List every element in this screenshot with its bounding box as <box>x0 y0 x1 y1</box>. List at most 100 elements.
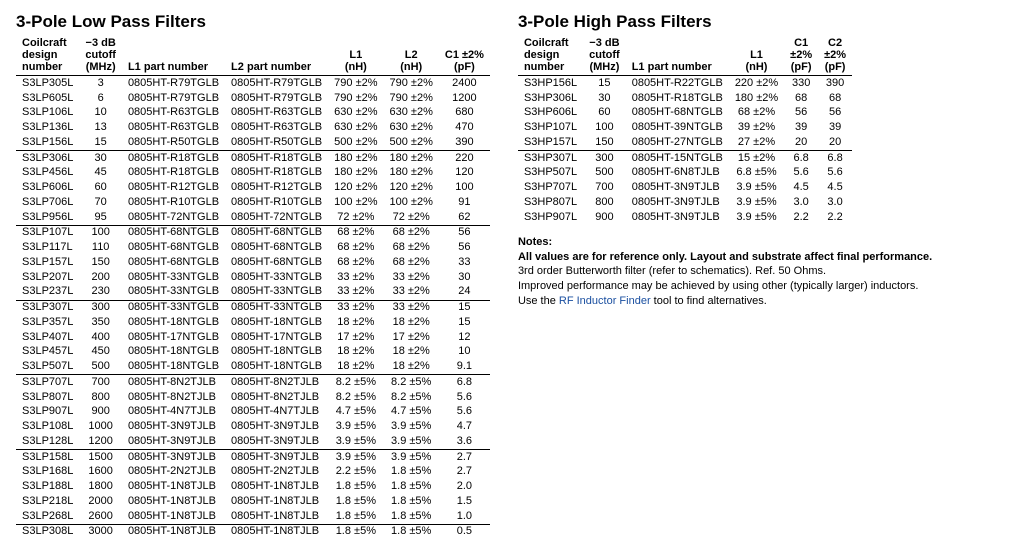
table-row: S3LP407L4000805HT-17NTGLB0805HT-17NTGLB1… <box>16 330 490 345</box>
cell-l1: 72 ±2% <box>328 210 383 225</box>
cell-c1: 9.1 <box>439 360 490 375</box>
cell-c1: 4.5 <box>784 181 818 196</box>
table-row: S3HP157L1500805HT-27NTGLB27 ±2%2020 <box>518 135 852 150</box>
cell-l1p: 0805HT-1N8TJLB <box>122 480 225 495</box>
cell-c1: 33 <box>439 255 490 270</box>
cell-c1: 5.6 <box>439 405 490 420</box>
cell-d: S3LP136L <box>16 121 79 136</box>
cell-d: S3LP956L <box>16 210 79 225</box>
cell-l2: 630 ±2% <box>384 121 439 136</box>
cell-l1: 790 ±2% <box>328 76 383 91</box>
cell-d: S3LP457L <box>16 345 79 360</box>
cell-f: 2000 <box>79 494 122 509</box>
cell-l2: 630 ±2% <box>384 106 439 121</box>
table-row: S3LP108L10000805HT-3N9TJLB0805HT-3N9TJLB… <box>16 420 490 435</box>
table-row: S3LP308L30000805HT-1N8TJLB0805HT-1N8TJLB… <box>16 524 490 539</box>
cell-l2p: 0805HT-33NTGLB <box>225 300 328 315</box>
cell-l1: 33 ±2% <box>328 270 383 285</box>
cell-c1: 30 <box>439 270 490 285</box>
cell-l2p: 0805HT-17NTGLB <box>225 330 328 345</box>
cell-d: S3LP305L <box>16 76 79 91</box>
cell-l2p: 0805HT-R18TGLB <box>225 151 328 166</box>
cell-l1p: 0805HT-68NTGLB <box>122 255 225 270</box>
cell-l1p: 0805HT-3N9TJLB <box>122 434 225 449</box>
cell-l2p: 0805HT-R12TGLB <box>225 181 328 196</box>
cell-f: 60 <box>79 181 122 196</box>
table-row: S3LP456L450805HT-R18TGLB0805HT-R18TGLB18… <box>16 166 490 181</box>
cell-d: S3LP158L <box>16 450 79 465</box>
table-row: S3LP156L150805HT-R50TGLB0805HT-R50TGLB50… <box>16 135 490 150</box>
cell-f: 800 <box>79 390 122 405</box>
cell-l2: 8.2 ±5% <box>384 390 439 405</box>
cell-l1: 68 ±2% <box>328 225 383 240</box>
cell-f: 500 <box>583 166 626 181</box>
cell-l1p: 0805HT-3N9TJLB <box>122 420 225 435</box>
notes-line4b: tool to find alternatives. <box>651 295 767 307</box>
cell-c1: 680 <box>439 106 490 121</box>
cell-l2p: 0805HT-18NTGLB <box>225 345 328 360</box>
cell-f: 300 <box>583 151 626 166</box>
cell-l1: 500 ±2% <box>328 135 383 150</box>
cell-l2p: 0805HT-R79TGLB <box>225 76 328 91</box>
cell-c1: 56 <box>439 225 490 240</box>
cell-f: 700 <box>583 181 626 196</box>
table-row: S3LP218L20000805HT-1N8TJLB0805HT-1N8TJLB… <box>16 494 490 509</box>
cell-c1: 24 <box>439 285 490 300</box>
cell-l2: 18 ±2% <box>384 360 439 375</box>
cell-l2: 18 ±2% <box>384 315 439 330</box>
cell-c1: 220 <box>439 151 490 166</box>
cell-c2: 5.6 <box>818 166 852 181</box>
cell-d: S3LP807L <box>16 390 79 405</box>
cell-d: S3LP407L <box>16 330 79 345</box>
cell-l2: 120 ±2% <box>384 181 439 196</box>
table-row: S3HP107L1000805HT-39NTGLB39 ±2%3939 <box>518 121 852 136</box>
cell-c1: 390 <box>439 135 490 150</box>
cell-c2: 56 <box>818 106 852 121</box>
cell-l1p: 0805HT-8N2TJLB <box>122 375 225 390</box>
cell-l1p: 0805HT-2N2TJLB <box>122 465 225 480</box>
cell-d: S3LP107L <box>16 225 79 240</box>
cell-c1: 2.7 <box>439 465 490 480</box>
cell-d: S3LP117L <box>16 241 79 256</box>
cell-l2: 3.9 ±5% <box>384 450 439 465</box>
cell-d: S3HP907L <box>518 210 583 225</box>
cell-l1: 8.2 ±5% <box>328 375 383 390</box>
table-row: S3LP305L30805HT-R79TGLB0805HT-R79TGLB790… <box>16 76 490 91</box>
cell-c1: 4.7 <box>439 420 490 435</box>
cell-l1p: 0805HT-18NTGLB <box>122 360 225 375</box>
cell-l1p: 0805HT-R18TGLB <box>626 91 729 106</box>
cell-c2: 68 <box>818 91 852 106</box>
cell-f: 100 <box>583 121 626 136</box>
cell-l2p: 0805HT-R63TGLB <box>225 106 328 121</box>
hp-h-c2: C2±2%(pF) <box>818 36 852 76</box>
cell-d: S3LP218L <box>16 494 79 509</box>
cell-l2: 790 ±2% <box>384 91 439 106</box>
cell-c2: 39 <box>818 121 852 136</box>
cell-c2: 3.0 <box>818 195 852 210</box>
cell-l1p: 0805HT-68NTGLB <box>626 106 729 121</box>
cell-d: S3LP306L <box>16 151 79 166</box>
cell-l2: 33 ±2% <box>384 270 439 285</box>
cell-c1: 6.8 <box>784 151 818 166</box>
lowpass-title: 3-Pole Low Pass Filters <box>16 12 490 32</box>
hp-h-l1: L1(nH) <box>729 36 784 76</box>
table-row: S3LP956L950805HT-72NTGLB0805HT-72NTGLB72… <box>16 210 490 225</box>
cell-f: 3 <box>79 76 122 91</box>
cell-l1p: 0805HT-33NTGLB <box>122 285 225 300</box>
cell-f: 100 <box>79 225 122 240</box>
table-row: S3HP707L7000805HT-3N9TJLB3.9 ±5%4.54.5 <box>518 181 852 196</box>
table-row: S3LP117L1100805HT-68NTGLB0805HT-68NTGLB6… <box>16 241 490 256</box>
hp-h-c1: C1±2%(pF) <box>784 36 818 76</box>
rf-inductor-finder-link[interactable]: RF Inductor Finder <box>559 295 651 307</box>
cell-l1: 33 ±2% <box>328 285 383 300</box>
cell-d: S3LP707L <box>16 375 79 390</box>
cell-f: 30 <box>583 91 626 106</box>
lp-h-cutoff: −3 dBcutoff(MHz) <box>79 36 122 76</box>
cell-f: 1500 <box>79 450 122 465</box>
cell-f: 60 <box>583 106 626 121</box>
cell-c1: 2400 <box>439 76 490 91</box>
cell-l1p: 0805HT-33NTGLB <box>122 300 225 315</box>
cell-c1: 2.2 <box>784 210 818 225</box>
notes-line3: Improved performance may be achieved by … <box>518 280 918 292</box>
hp-h-cutoff: −3 dBcutoff(MHz) <box>583 36 626 76</box>
